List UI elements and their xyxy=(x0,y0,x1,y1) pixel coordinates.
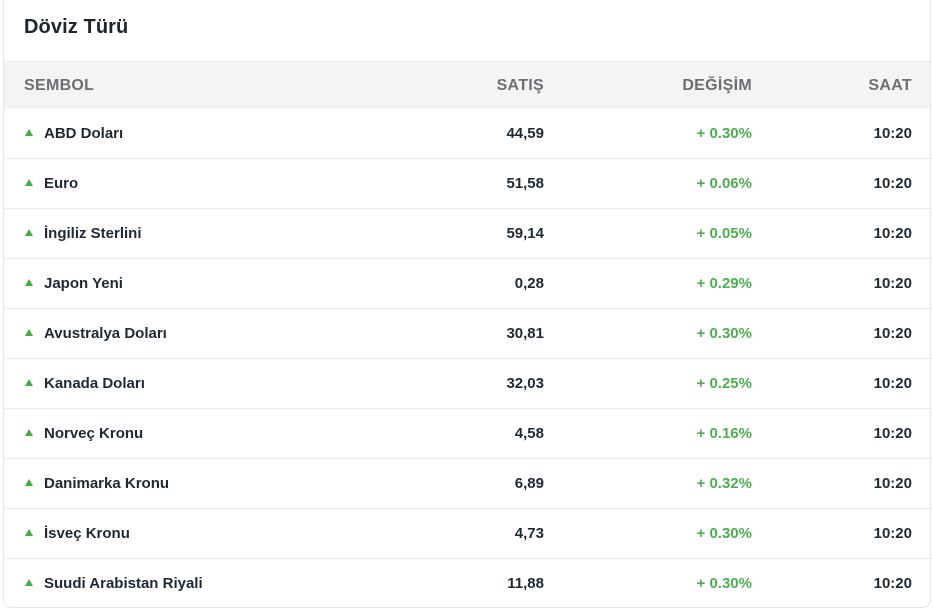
update-time: 10:20 xyxy=(873,275,912,292)
change-percent: + 0.30% xyxy=(696,525,752,542)
column-header-sell[interactable]: SATIŞ xyxy=(496,77,544,94)
table-row[interactable]: İsveç Kronu 4,73 + 0.30% 10:20 xyxy=(4,509,930,559)
currency-name[interactable]: Kanada Doları xyxy=(44,375,145,392)
up-triangle-icon xyxy=(25,529,33,536)
change-percent: + 0.30% xyxy=(696,325,752,342)
change-percent: + 0.32% xyxy=(696,475,752,492)
currency-name[interactable]: ABD Doları xyxy=(44,125,124,142)
update-time: 10:20 xyxy=(873,375,912,392)
sell-price: 11,88 xyxy=(507,575,544,592)
change-percent: + 0.05% xyxy=(696,225,752,242)
card-title: Döviz Türü xyxy=(24,16,129,38)
table-row[interactable]: Japon Yeni 0,28 + 0.29% 10:20 xyxy=(4,259,930,309)
up-triangle-icon xyxy=(25,279,33,286)
change-percent: + 0.16% xyxy=(696,425,752,442)
up-triangle-icon xyxy=(25,179,33,186)
table-row[interactable]: İngiliz Sterlini 59,14 + 0.05% 10:20 xyxy=(4,209,930,259)
currency-name[interactable]: Avustralya Doları xyxy=(44,325,167,342)
update-time: 10:20 xyxy=(873,525,912,542)
change-percent: + 0.29% xyxy=(696,275,752,292)
up-triangle-icon xyxy=(25,479,33,486)
column-header-change[interactable]: DEĞİŞİM xyxy=(682,77,752,94)
currency-name[interactable]: Norveç Kronu xyxy=(44,425,144,442)
currency-name[interactable]: İsveç Kronu xyxy=(44,525,130,542)
update-time: 10:20 xyxy=(873,575,912,592)
update-time: 10:20 xyxy=(873,475,912,492)
column-header-time[interactable]: SAAT xyxy=(868,77,912,94)
table-row[interactable]: Euro 51,58 + 0.06% 10:20 xyxy=(4,159,930,209)
update-time: 10:20 xyxy=(873,125,912,142)
currency-name[interactable]: Japon Yeni xyxy=(44,275,123,292)
up-triangle-icon xyxy=(25,129,33,136)
sell-price: 6,89 xyxy=(514,475,544,492)
column-header-symbol[interactable]: SEMBOL xyxy=(24,77,95,94)
table-row[interactable]: ABD Doları 44,59 + 0.30% 10:20 xyxy=(4,109,930,159)
sell-price: 0,28 xyxy=(514,275,544,292)
update-time: 10:20 xyxy=(873,325,912,342)
sell-price: 44,59 xyxy=(506,125,544,142)
update-time: 10:20 xyxy=(873,425,912,442)
table-row[interactable]: Avustralya Doları 30,81 + 0.30% 10:20 xyxy=(4,309,930,359)
up-triangle-icon xyxy=(25,329,33,336)
change-percent: + 0.30% xyxy=(696,125,752,142)
table-header: SEMBOL SATIŞ DEĞİŞİM SAAT xyxy=(4,61,930,109)
up-triangle-icon xyxy=(25,379,33,386)
update-time: 10:20 xyxy=(873,175,912,192)
up-triangle-icon xyxy=(25,429,33,436)
change-percent: + 0.25% xyxy=(696,375,752,392)
currency-name[interactable]: Danimarka Kronu xyxy=(44,475,170,492)
sell-price: 32,03 xyxy=(506,375,544,392)
table-row[interactable]: Norveç Kronu 4,58 + 0.16% 10:20 xyxy=(4,409,930,459)
currency-name[interactable]: Euro xyxy=(44,175,79,192)
change-percent: + 0.06% xyxy=(696,175,752,192)
sell-price: 30,81 xyxy=(506,325,544,342)
table-row[interactable]: Suudi Arabistan Riyali 11,88 + 0.30% 10:… xyxy=(4,559,930,607)
table-row[interactable]: Danimarka Kronu 6,89 + 0.32% 10:20 xyxy=(4,459,930,509)
up-triangle-icon xyxy=(25,579,33,586)
currency-name[interactable]: Suudi Arabistan Riyali xyxy=(44,575,203,592)
currency-card: Döviz Türü SEMBOL SATIŞ DEĞİŞİM SAAT ABD… xyxy=(3,0,931,608)
table-row[interactable]: Kanada Doları 32,03 + 0.25% 10:20 xyxy=(4,359,930,409)
change-percent: + 0.30% xyxy=(696,575,752,592)
update-time: 10:20 xyxy=(873,225,912,242)
currency-table-body: ABD Doları 44,59 + 0.30% 10:20 Euro 51,5… xyxy=(4,109,930,607)
sell-price: 4,73 xyxy=(514,525,544,542)
sell-price: 51,58 xyxy=(506,175,544,192)
sell-price: 4,58 xyxy=(514,425,544,442)
up-triangle-icon xyxy=(25,229,33,236)
currency-name[interactable]: İngiliz Sterlini xyxy=(44,225,142,242)
sell-price: 59,14 xyxy=(506,225,544,242)
